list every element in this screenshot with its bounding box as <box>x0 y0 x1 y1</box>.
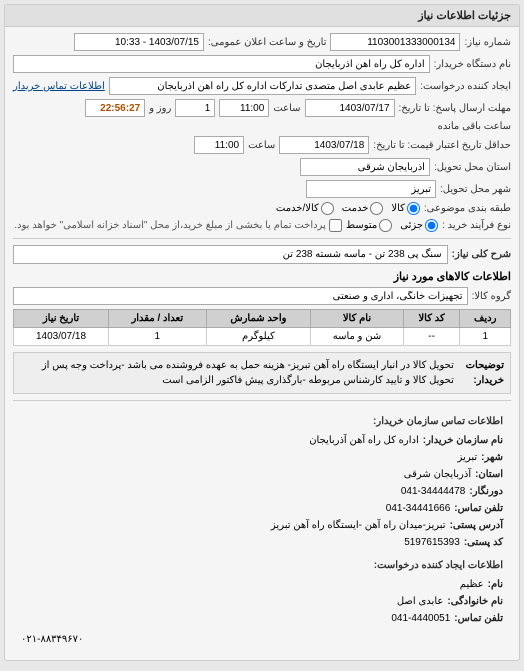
buyer-org-input[interactable] <box>13 55 430 73</box>
panel-title: جزئیات اطلاعات نیاز <box>5 5 519 27</box>
req-header: اطلاعات ایجاد کننده درخواست: <box>21 557 503 574</box>
divider-2 <box>13 400 511 401</box>
col-code: کد کالا <box>403 310 460 328</box>
radio-low[interactable]: جزئی <box>400 219 438 232</box>
number-input[interactable] <box>330 33 460 51</box>
process-label: نوع فرآیند خرید : <box>442 220 511 231</box>
validity-label: حداقل تاریخ اعتبار قیمت: تا تاریخ: <box>373 140 511 151</box>
requester-input[interactable] <box>109 77 416 95</box>
city-input[interactable] <box>306 180 436 198</box>
group-input[interactable] <box>13 287 468 305</box>
deadline-date[interactable] <box>305 99 395 117</box>
buyer-note-box: توضیحات خریدار: تحویل کالا در انبار ایست… <box>13 352 511 394</box>
c-name-label: نام: <box>488 576 503 593</box>
contact-section: اطلاعات تماس سازمان خریدار: نام سازمان خ… <box>13 407 511 654</box>
buyer-note-label: توضیحات خریدار: <box>460 358 504 388</box>
footer-phone: ۰۲۱-۸۸۳۴۹۶۷۰ <box>21 631 503 648</box>
radio-med[interactable]: متوسط <box>346 219 392 232</box>
c-family-label: نام خانوادگی: <box>447 593 503 610</box>
goods-table: ردیف کد کالا نام کالا واحد شمارش تعداد /… <box>13 309 511 346</box>
requester-label: ایجاد کننده درخواست: <box>420 81 511 92</box>
days-left-label: روز و <box>149 103 171 114</box>
col-row: ردیف <box>460 310 511 328</box>
c-prov: آذربایجان شرقی <box>404 466 471 483</box>
c-post: 5197615393 <box>404 534 460 551</box>
c-tel: 041-4440051 <box>391 610 450 627</box>
summary-text: سنگ پی 238 تن - ماسه شسته 238 تن <box>13 245 448 264</box>
radio-service[interactable]: خدمت <box>342 202 384 215</box>
c-name: عظیم <box>460 576 484 593</box>
radio-both[interactable]: کالا/خدمت <box>276 202 334 215</box>
main-panel: جزئیات اطلاعات نیاز شماره نیاز: تاریخ و … <box>4 4 520 661</box>
radio-goods[interactable]: کالا <box>391 202 420 215</box>
contact-header: اطلاعات تماس سازمان خریدار: <box>21 413 503 430</box>
time-remaining <box>85 99 145 117</box>
contact-link[interactable]: اطلاعات تماس خریدار <box>13 81 105 92</box>
col-name: نام کالا <box>311 310 404 328</box>
col-qty: تعداد / مقدار <box>109 310 207 328</box>
table-row[interactable]: 1 -- شن و ماسه کیلوگرم 1 1403/07/18 <box>14 328 511 346</box>
validity-date[interactable] <box>279 136 369 154</box>
c-city-label: شهر: <box>481 449 503 466</box>
number-label: شماره نیاز: <box>464 37 511 48</box>
time-label-2: ساعت <box>248 140 275 151</box>
category-radios: کالا خدمت کالا/خدمت <box>276 202 420 215</box>
goods-header: اطلاعات کالاهای مورد نیاز <box>13 270 511 283</box>
process-radios: جزئی متوسط <box>346 219 438 232</box>
buyer-note-text: تحویل کالا در انبار ایستگاه راه آهن تبری… <box>20 358 454 388</box>
buyer-org-label: نام دستگاه خریدار: <box>434 59 511 70</box>
table-header-row: ردیف کد کالا نام کالا واحد شمارش تعداد /… <box>14 310 511 328</box>
deadline-time[interactable] <box>219 99 269 117</box>
pub-dt-label: تاریخ و ساعت اعلان عمومی: <box>208 37 327 48</box>
group-label: گروه کالا: <box>472 291 511 302</box>
time-remain-label: ساعت باقی مانده <box>438 121 511 132</box>
validity-time[interactable] <box>194 136 244 154</box>
c-phone-label: تلفن تماس: <box>454 500 503 517</box>
days-left[interactable] <box>175 99 215 117</box>
c-addr: تبریز-میدان راه آهن -ایستگاه راه آهن تبر… <box>271 517 446 534</box>
city-label: شهر محل تحویل: <box>440 184 511 195</box>
c-fax-label: دورنگار: <box>469 483 503 500</box>
summary-label: شرح کلی نیاز: <box>452 249 511 260</box>
c-family: عابدی اصل <box>397 593 444 610</box>
c-prov-label: استان: <box>475 466 503 483</box>
divider-1 <box>13 238 511 239</box>
deadline-label: مهلت ارسال پاسخ: تا تاریخ: <box>399 103 511 114</box>
check-note[interactable]: پرداخت تمام یا بخشی از مبلغ خرید،از محل … <box>14 219 342 232</box>
c-addr-label: آدرس پستی: <box>450 517 503 534</box>
province-label: استان محل تحویل: <box>434 162 511 173</box>
time-label-1: ساعت <box>273 103 300 114</box>
c-city: تبریز <box>458 449 478 466</box>
pub-dt-input[interactable] <box>74 33 204 51</box>
c-tel-label: تلفن تماس: <box>454 610 503 627</box>
c-fax: 041-34444478 <box>401 483 466 500</box>
c-org-label: نام سازمان خریدار: <box>423 432 503 449</box>
col-unit: واحد شمارش <box>206 310 311 328</box>
c-org: اداره کل راه آهن آذربایجان <box>309 432 419 449</box>
c-phone: 041-34441666 <box>386 500 451 517</box>
category-label: طبقه بندی موضوعی: <box>424 203 511 214</box>
province-input[interactable] <box>300 158 430 176</box>
col-date: تاریخ نیاز <box>14 310 109 328</box>
c-post-label: کد پستی: <box>464 534 503 551</box>
